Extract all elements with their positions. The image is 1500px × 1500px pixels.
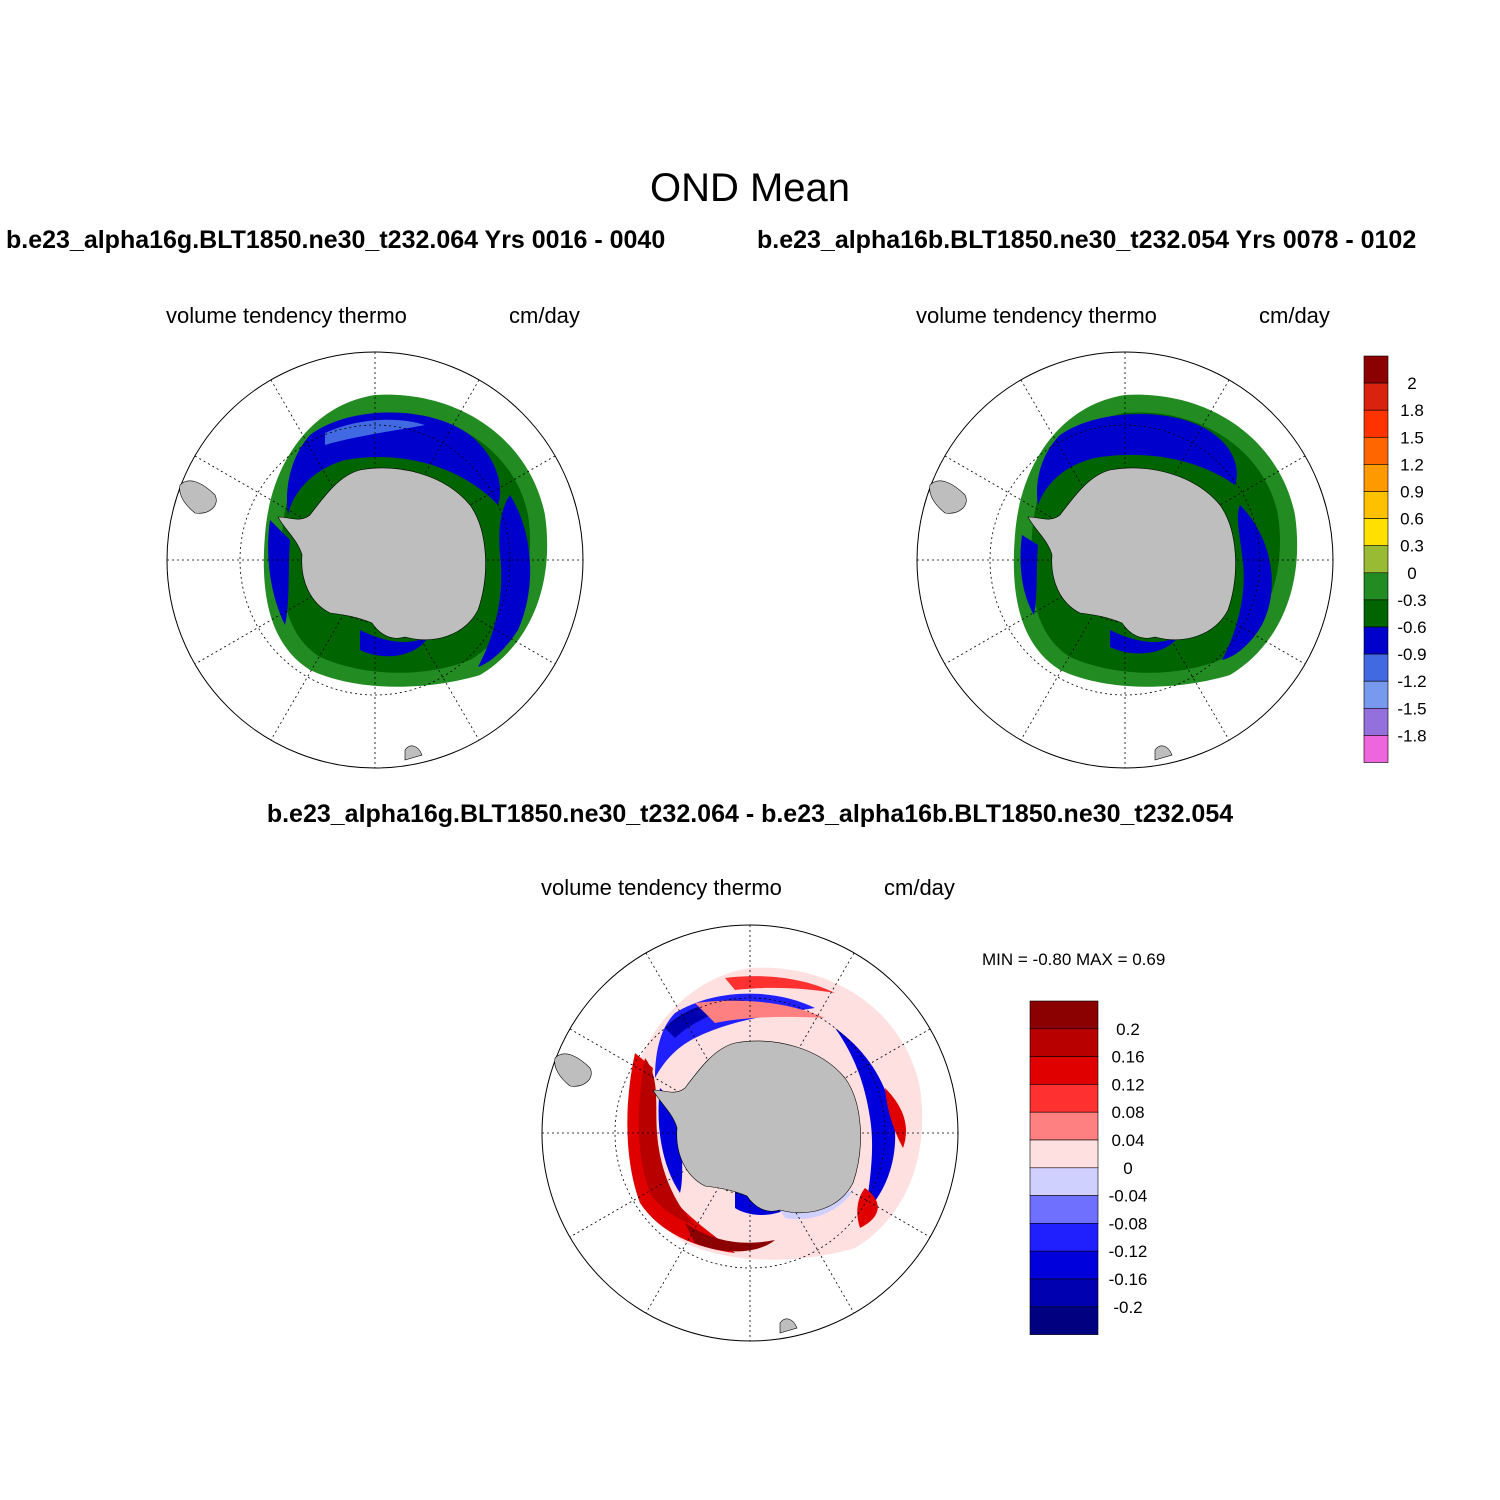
main-colorbar-swatch — [1363, 491, 1389, 519]
case-b-variable-label: volume tendency thermo — [916, 303, 1157, 328]
diff-colorbar-tick-label: -0.2 — [1113, 1298, 1142, 1317]
diff-colorbar-swatch — [1029, 1084, 1099, 1113]
main-colorbar-swatch — [1363, 572, 1389, 601]
case-a-units-label: cm/day — [509, 303, 580, 328]
main-colorbar-tick-label: -0.6 — [1397, 618, 1426, 637]
diff-colorbar-tick-label: -0.16 — [1109, 1270, 1148, 1289]
diff-colorbar-tick-label: 0 — [1123, 1159, 1132, 1178]
case-b-units-label: cm/day — [1259, 303, 1330, 328]
case-b-antarctica — [1027, 467, 1236, 640]
main-colorbar-tick-label: 0.9 — [1400, 483, 1424, 502]
diff-colorbar-tick-label: -0.04 — [1109, 1187, 1148, 1206]
case-b-polar-map — [916, 351, 1334, 769]
diff-units-label: cm/day — [884, 875, 955, 900]
main-colorbar-swatch — [1363, 382, 1389, 411]
main-colorbar-tick-label: 1.5 — [1400, 428, 1424, 447]
main-colorbar-swatch — [1363, 437, 1389, 465]
main-colorbar-tick-label: -1.2 — [1397, 672, 1426, 691]
diff-colorbar-tick-label: 0.04 — [1111, 1131, 1144, 1150]
main-colorbar-tick-label: 0.3 — [1400, 537, 1424, 556]
main-colorbar: 2 1.8 1.5 1.2 0.9 0.6 0.3 0 -0.3 -0.6 -0.9 -1.2 -1.5… — [1363, 355, 1427, 763]
main-colorbar-swatch — [1363, 735, 1389, 763]
main-colorbar-swatch — [1363, 626, 1389, 655]
case-a-title: b.e23_alpha16g.BLT1850.ne30_t232.064 Yrs… — [6, 226, 666, 254]
main-colorbar-tick-label: -0.3 — [1397, 591, 1426, 610]
diff-minmax-label: MIN = -0.80 MAX = 0.69 — [982, 950, 1166, 969]
diff-south-america — [554, 1053, 592, 1087]
diff-colorbar-tick-label: 0.08 — [1111, 1103, 1144, 1122]
diff-colorbar-swatch — [1029, 1111, 1099, 1141]
main-colorbar-tick-label: 1.8 — [1400, 401, 1424, 420]
difference-title: b.e23_alpha16g.BLT1850.ne30_t232.064 - b… — [266, 800, 1234, 828]
main-colorbar-tick-label: -0.9 — [1397, 645, 1426, 664]
diff-colorbar-tick-label: 0.16 — [1111, 1048, 1144, 1067]
diff-colorbar-swatch — [1029, 1278, 1099, 1308]
main-colorbar-tick-label: -1.5 — [1397, 699, 1426, 718]
case-a-new-zealand — [404, 745, 423, 761]
diff-colorbar-swatch — [1029, 1028, 1099, 1057]
diff-colorbar-tick-label: -0.12 — [1109, 1242, 1148, 1261]
main-colorbar-swatch — [1363, 599, 1389, 628]
main-colorbar-tick-label: -1.8 — [1397, 726, 1426, 745]
main-colorbar-tick-label: 0 — [1407, 564, 1416, 583]
case-a-south-america — [179, 480, 217, 514]
case-a-antarctica — [277, 467, 486, 640]
main-colorbar-swatch — [1363, 518, 1389, 547]
diff-colorbar-swatch — [1029, 1056, 1099, 1085]
diff-colorbar-swatch — [1029, 1250, 1099, 1280]
main-colorbar-swatch — [1363, 653, 1389, 682]
diff-polar-map — [541, 924, 959, 1342]
main-colorbar-swatch — [1363, 355, 1389, 384]
case-b-new-zealand — [1154, 745, 1173, 761]
diff-colorbar-tick-label: 0.2 — [1116, 1020, 1140, 1039]
main-colorbar-swatch — [1363, 545, 1389, 574]
diff-colorbar-swatch — [1029, 1000, 1099, 1030]
case-a-variable-label: volume tendency thermo — [166, 303, 407, 328]
diff-new-zealand — [779, 1318, 798, 1334]
case-b-south-america — [929, 480, 967, 514]
diff-variable-label: volume tendency thermo — [541, 875, 782, 900]
main-colorbar-tick-label: 0.6 — [1400, 510, 1424, 529]
diff-colorbar-swatch — [1029, 1167, 1099, 1196]
main-colorbar-swatch — [1363, 707, 1389, 736]
diff-colorbar-tick-label: -0.08 — [1109, 1214, 1148, 1233]
diff-colorbar-swatch — [1029, 1223, 1099, 1252]
main-colorbar-swatch — [1363, 464, 1389, 492]
diff-colorbar-swatch — [1029, 1195, 1099, 1224]
diff-colorbar: 0.2 0.16 0.12 0.08 0.04 0 -0.04 -0.08 -0.12 -0.16… — [1029, 1000, 1148, 1335]
figure-title: OND Mean — [649, 166, 851, 210]
case-a-polar-map — [166, 351, 584, 769]
main-colorbar-tick-label: 1.2 — [1400, 455, 1424, 474]
main-colorbar-tick-label: 2 — [1407, 374, 1416, 393]
main-colorbar-swatch — [1363, 409, 1389, 438]
diff-antarctica — [652, 1040, 861, 1213]
diff-colorbar-tick-label: 0.12 — [1111, 1075, 1144, 1094]
case-b-title: b.e23_alpha16b.BLT1850.ne30_t232.054 Yrs… — [757, 226, 1417, 254]
diff-colorbar-swatch — [1029, 1306, 1099, 1335]
diff-colorbar-swatch — [1029, 1139, 1099, 1169]
main-colorbar-swatch — [1363, 680, 1389, 709]
